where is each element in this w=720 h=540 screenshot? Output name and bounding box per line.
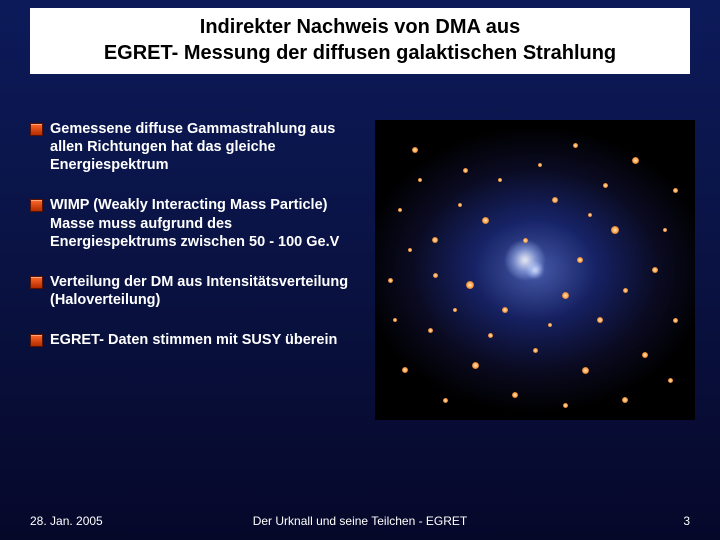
- star-point: [428, 328, 433, 333]
- star-point: [453, 308, 457, 312]
- star-point: [597, 317, 603, 323]
- star-point: [393, 318, 397, 322]
- star-point: [432, 237, 438, 243]
- footer-page-number: 3: [683, 514, 690, 528]
- title-line-2: EGRET- Messung der diffusen galaktischen…: [104, 42, 616, 64]
- star-point: [412, 147, 418, 153]
- star-point: [402, 367, 408, 373]
- star-point: [623, 288, 628, 293]
- bullet-text: Gemessene diffuse Gammastrahlung aus all…: [50, 121, 335, 173]
- star-point: [433, 273, 438, 278]
- star-point: [443, 398, 448, 403]
- star-point: [642, 352, 648, 358]
- star-point: [652, 267, 658, 273]
- star-point: [588, 213, 592, 217]
- star-point: [622, 397, 628, 403]
- star-point: [563, 403, 568, 408]
- list-item: WIMP (Weakly Interacting Mass Particle) …: [30, 196, 360, 250]
- star-point: [398, 208, 402, 212]
- star-point: [408, 248, 412, 252]
- star-point: [502, 307, 508, 313]
- star-point: [562, 292, 569, 299]
- star-point: [673, 318, 678, 323]
- slide-footer: 28. Jan. 2005 Der Urknall und seine Teil…: [30, 514, 690, 528]
- star-point: [498, 178, 502, 182]
- halo-core: [505, 240, 545, 280]
- bullet-list: Gemessene diffuse Gammastrahlung aus all…: [30, 120, 360, 349]
- list-item: Gemessene diffuse Gammastrahlung aus all…: [30, 120, 360, 174]
- slide-title: Indirekter Nachweis von DMA aus EGRET- M…: [30, 8, 690, 74]
- list-item: EGRET- Daten stimmen mit SUSY überein: [30, 331, 360, 349]
- star-point: [418, 178, 422, 182]
- footer-title: Der Urknall und seine Teilchen - EGRET: [30, 514, 690, 528]
- star-point: [611, 226, 619, 234]
- halo-simulation-image: [375, 120, 695, 420]
- star-point: [577, 257, 583, 263]
- star-point: [548, 323, 552, 327]
- star-point: [523, 238, 528, 243]
- star-point: [663, 228, 667, 232]
- star-point: [573, 143, 578, 148]
- list-item: Verteilung der DM aus Intensitätsverteil…: [30, 273, 360, 309]
- star-point: [512, 392, 518, 398]
- star-point: [488, 333, 493, 338]
- star-point: [533, 348, 538, 353]
- star-point: [463, 168, 468, 173]
- star-point: [482, 217, 489, 224]
- star-point: [668, 378, 673, 383]
- bullet-text: Verteilung der DM aus Intensitätsverteil…: [50, 274, 348, 308]
- title-line-1: Indirekter Nachweis von DMA aus: [200, 16, 520, 38]
- star-point: [458, 203, 462, 207]
- star-point: [472, 362, 479, 369]
- bullet-list-container: Gemessene diffuse Gammastrahlung aus all…: [30, 120, 360, 371]
- star-point: [582, 367, 589, 374]
- star-point: [632, 157, 639, 164]
- star-point: [603, 183, 608, 188]
- slide: Indirekter Nachweis von DMA aus EGRET- M…: [0, 0, 720, 540]
- star-point: [552, 197, 558, 203]
- bullet-text: EGRET- Daten stimmen mit SUSY überein: [50, 332, 337, 348]
- bullet-text: WIMP (Weakly Interacting Mass Particle) …: [50, 197, 339, 249]
- star-point: [538, 163, 542, 167]
- star-point: [388, 278, 393, 283]
- star-point: [466, 281, 474, 289]
- star-point: [673, 188, 678, 193]
